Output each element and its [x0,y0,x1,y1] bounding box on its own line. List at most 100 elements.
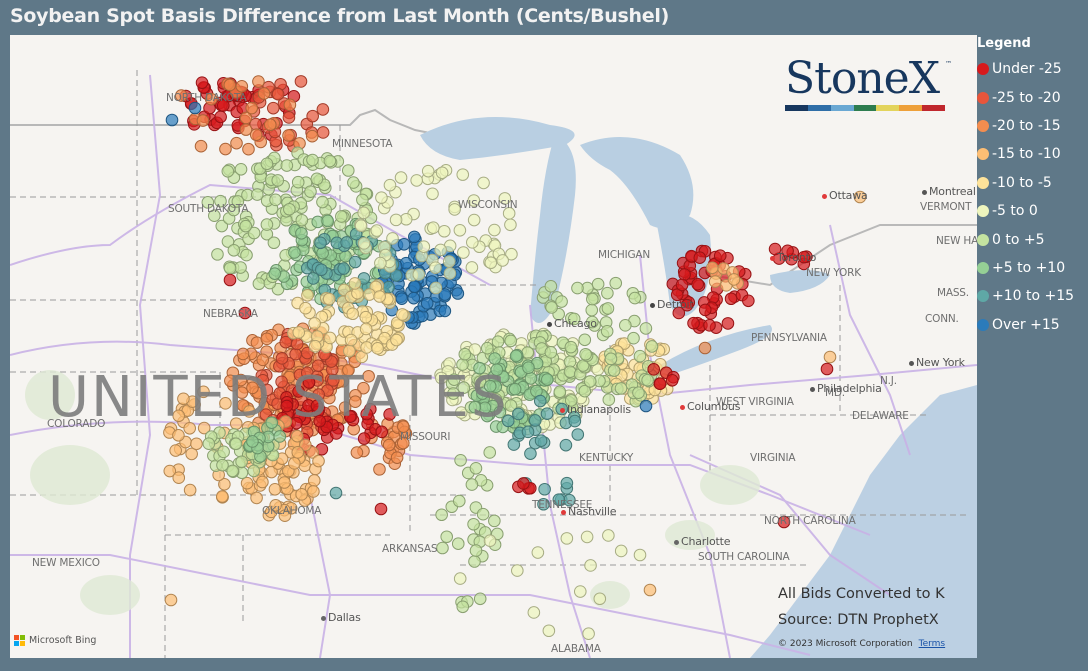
price-dot[interactable] [451,287,465,300]
price-dot[interactable] [412,268,426,281]
price-dot[interactable] [316,126,330,139]
price-dot[interactable] [698,303,712,317]
price-dot[interactable] [371,342,384,355]
price-dot[interactable] [214,110,227,124]
price-dot[interactable] [580,530,594,544]
price-dot[interactable] [194,139,208,153]
price-dot[interactable] [314,236,327,250]
price-dot[interactable] [229,437,243,451]
terms-link[interactable]: Terms [918,639,946,649]
price-dot[interactable] [458,347,472,361]
price-dot[interactable] [357,432,371,445]
price-dot[interactable] [221,164,235,178]
price-dot[interactable] [617,337,631,350]
price-dot[interactable] [614,382,628,395]
price-dot[interactable] [382,438,396,452]
price-dot[interactable] [585,303,599,317]
price-dot[interactable] [357,206,370,220]
price-dot[interactable] [469,544,483,557]
price-dot[interactable] [321,214,334,228]
price-dot[interactable] [614,544,628,558]
price-dot[interactable] [342,363,355,377]
price-dot[interactable] [230,136,243,150]
price-dot[interactable] [583,375,597,388]
price-dot[interactable] [275,352,289,365]
price-dot[interactable] [454,406,468,419]
price-dot[interactable] [291,175,305,189]
price-dot[interactable] [708,275,722,288]
price-dot[interactable] [645,340,659,353]
price-dot[interactable] [396,436,410,450]
price-dot[interactable] [188,101,202,115]
price-dot[interactable] [269,498,282,512]
price-dot[interactable] [257,87,271,100]
price-dot[interactable] [235,79,249,93]
price-dot[interactable] [483,379,497,393]
price-dot[interactable] [278,476,291,489]
price-dot[interactable] [267,236,281,250]
price-dot[interactable] [243,405,256,418]
price-dot[interactable] [348,255,362,269]
price-dot[interactable] [468,400,482,414]
price-dot[interactable] [564,394,578,407]
price-dot[interactable] [553,385,567,399]
price-dot[interactable] [440,530,454,544]
price-dot[interactable] [456,600,470,614]
price-dot[interactable] [246,435,259,448]
price-dot[interactable] [389,213,403,227]
price-dot[interactable] [219,142,232,156]
price-dot[interactable] [357,381,370,395]
price-dot[interactable] [335,210,348,223]
price-dot[interactable] [363,288,376,301]
price-dot[interactable] [245,101,259,115]
price-dot[interactable] [295,226,308,240]
price-dot[interactable] [477,176,490,190]
price-dot[interactable] [504,399,518,412]
price-dot[interactable] [643,583,657,597]
price-dot[interactable] [457,381,471,394]
price-dot[interactable] [480,341,494,355]
price-dot[interactable] [538,482,551,496]
price-dot[interactable] [216,99,230,112]
price-dot[interactable] [268,482,282,496]
price-dot[interactable] [204,92,218,106]
price-dot[interactable] [356,193,369,207]
price-dot[interactable] [680,298,694,312]
price-dot[interactable] [223,261,237,275]
price-dot[interactable] [337,262,351,275]
price-dot[interactable] [197,385,210,399]
price-dot[interactable] [172,409,186,423]
price-dot[interactable] [496,254,509,267]
price-dot[interactable] [436,541,449,555]
price-dot[interactable] [250,491,263,505]
price-dot[interactable] [465,478,479,491]
price-dot[interactable] [568,414,582,428]
price-dot[interactable] [607,364,621,377]
price-dot[interactable] [295,488,308,501]
price-dot[interactable] [490,363,504,377]
price-dot[interactable] [252,277,266,291]
price-dot[interactable] [443,267,457,280]
price-dot[interactable] [163,464,177,478]
price-dot[interactable] [234,163,248,176]
price-dot[interactable] [265,416,279,429]
price-dot[interactable] [609,276,623,290]
price-dot[interactable] [483,534,497,547]
price-dot[interactable] [263,118,277,132]
price-dot[interactable] [488,514,501,528]
price-dot[interactable] [294,75,308,88]
price-dot[interactable] [280,399,294,413]
price-dot[interactable] [234,261,247,274]
price-dot[interactable] [359,322,373,336]
price-dot[interactable] [288,457,301,470]
price-dot[interactable] [256,475,269,489]
price-dot[interactable] [476,507,490,521]
price-dot[interactable] [323,331,337,345]
price-dot[interactable] [706,261,719,275]
price-dot[interactable] [266,101,280,115]
price-dot[interactable] [541,373,554,386]
price-dot[interactable] [217,445,230,459]
price-dot[interactable] [452,494,466,508]
price-dot[interactable] [201,196,215,209]
price-dot[interactable] [567,312,581,326]
